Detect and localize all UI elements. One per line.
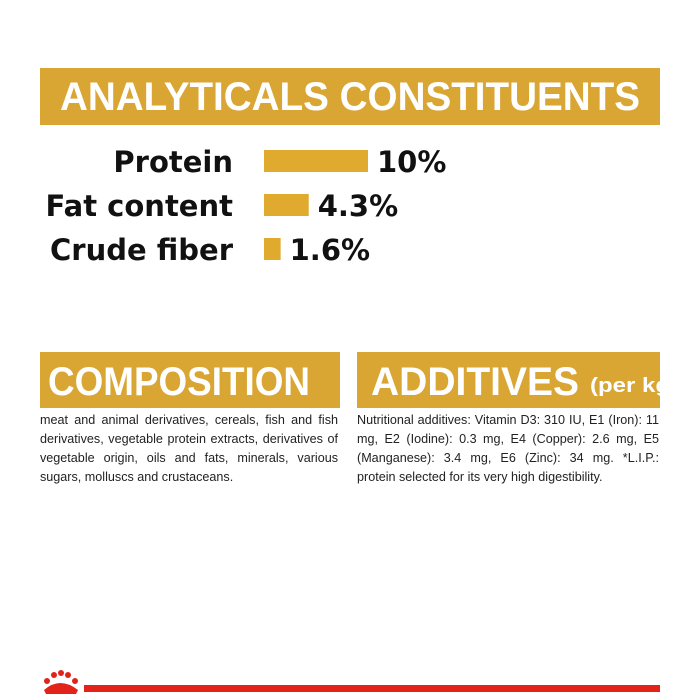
brand-logo: [44, 670, 78, 694]
nutrient-chart: Protein 10% Fat content 4.3% Crude fiber 1.6%: [46, 145, 447, 267]
nutrient-name: Crude fiber: [50, 233, 234, 267]
nutrient-name: Protein: [113, 145, 233, 179]
nutrient-value: 1.6%: [290, 233, 370, 267]
nutrient-bar: [264, 150, 368, 172]
additives-banner: [357, 352, 660, 408]
brand-line: [84, 685, 660, 692]
nutrient-value: 10%: [377, 145, 446, 179]
composition-text: meat and animal derivatives, cereals, fi…: [40, 413, 338, 484]
nutrient-bar: [264, 194, 309, 216]
analytical-banner: [40, 68, 660, 125]
nutrient-name: Fat content: [46, 189, 234, 223]
nutrient-value: 4.3%: [318, 189, 398, 223]
additives-title: ADDITIVES: [371, 360, 579, 404]
analytical-title: ANALYTICALS CONSTITUENTS: [60, 75, 640, 119]
composition-title: COMPOSITION: [48, 360, 310, 404]
nutrient-bar: [264, 238, 281, 260]
composition-banner: [40, 352, 340, 408]
additives-text: Nutritional additives: Vitamin D3: 310 I…: [357, 413, 659, 484]
additives-unit: (per kg): [590, 375, 678, 397]
